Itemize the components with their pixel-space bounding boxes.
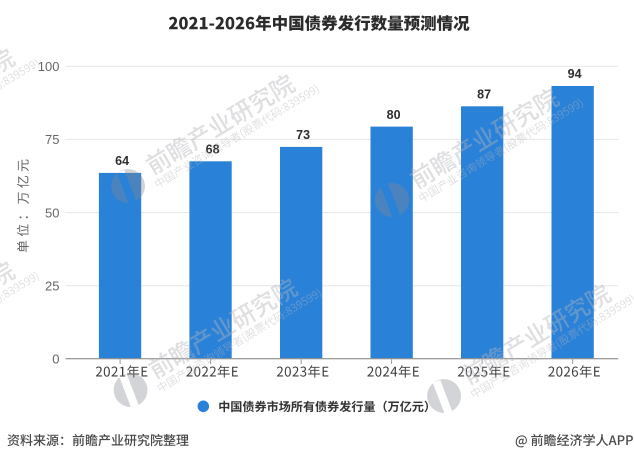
svg-text:80: 80 (387, 108, 401, 122)
svg-text:100: 100 (38, 59, 60, 74)
svg-text:0: 0 (52, 351, 59, 366)
svg-text:75: 75 (45, 132, 59, 147)
svg-text:94: 94 (568, 67, 582, 81)
svg-text:64: 64 (115, 154, 129, 168)
svg-text:50: 50 (45, 205, 59, 220)
svg-text:87: 87 (477, 88, 491, 102)
svg-text:73: 73 (296, 128, 310, 142)
svg-text:68: 68 (206, 143, 220, 157)
svg-text:25: 25 (45, 278, 59, 293)
